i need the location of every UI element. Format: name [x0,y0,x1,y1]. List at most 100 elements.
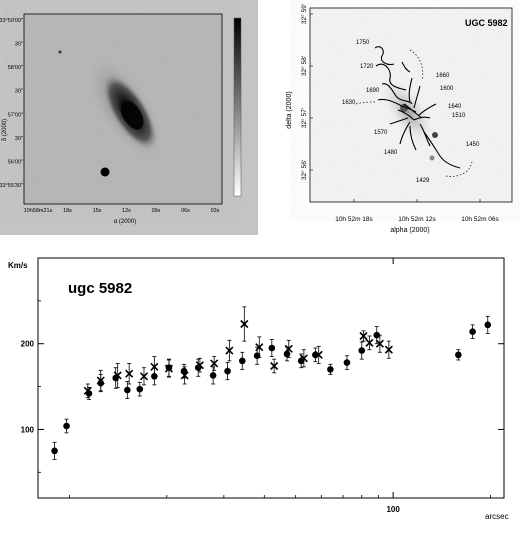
ra-tick-label: 10h 52m 18s [335,216,373,223]
data-point-circle [343,359,351,366]
ra-tick-labels: 10h58m21s 18s 15s 12s 09s 06s 03s [24,208,220,214]
ra-tick-label: 18s [63,208,72,214]
data-point-cross [299,354,308,363]
ra-tick-label: 10h 52m 12s [398,216,436,223]
velocity-field-panel: UGC 5982 1750 1720 1690 1660 1630 1600 1… [260,0,520,235]
contour-label-1660: 1660 [436,73,450,79]
contour-label-1630: 1630 [342,100,356,106]
emission-blob-2 [432,132,438,138]
alpha-axis-label: alpha (2000) [390,227,429,234]
rotation-curve-chart: Km/s arcsec ugc 5982 100 200 100 [8,257,509,521]
contour-inner-b [409,125,417,151]
data-point-cross [225,346,234,355]
contour-1480 [399,121,411,145]
dotted-contour-north [409,49,424,81]
contour-label-1510: 1510 [452,113,466,119]
x-axis-unit: arcsec [485,512,509,521]
galaxy-core [120,100,144,130]
dec-tick-label: 32° 57' [300,108,308,128]
data-point-circle [358,347,366,354]
dec-tick-label: 30" [15,42,23,48]
dotted-leader-1630 [355,101,377,105]
contour-labels: 1750 1720 1690 1660 1630 1600 1640 1510 … [342,40,480,184]
data-point-cross [210,359,219,368]
data-point-circle [124,386,131,394]
axis-ticks: 100 200 100 [21,258,504,514]
rotation-curve-panel: Km/s arcsec ugc 5982 100 200 100 [0,238,520,529]
chart-title: ugc 5982 [68,280,132,297]
data-point-cross [113,371,122,380]
data-point-circle [327,366,334,373]
contour-label-1429: 1429 [416,178,430,184]
dec-tick-label: 33°55'30" [0,183,23,189]
contour-1600 [413,85,421,109]
dec-tick-label: 32° 58' [300,56,308,76]
data-point-cross [270,361,279,371]
velocity-field-svg: UGC 5982 1750 1720 1690 1660 1630 1600 1… [286,4,513,234]
dec-axis-label: δ (2000) [2,119,8,141]
contour-1720 [375,63,407,91]
data-point-cross [255,343,264,352]
contour-label-1690: 1690 [366,88,380,94]
ra-tick-label: 12s [122,208,131,214]
hi-emission [379,76,437,148]
contour-label-1600: 1600 [440,86,454,92]
contour-1640 [417,103,437,117]
contour-label-1450: 1450 [466,142,480,148]
data-point-circle [484,321,492,329]
data-point-circle [238,357,246,365]
x-tick-label: 100 [386,505,400,514]
contour-label-1570: 1570 [374,130,388,136]
data-point-circle [455,351,462,359]
data-point-circle [209,372,217,379]
grayscale-wedge [233,17,242,197]
dec-tick-labels: 32° 59' 32° 58' 32° 57' 32° 56' [300,4,313,180]
data-point-cross [83,386,92,395]
data-point-cross [314,350,323,359]
data-point-cross [384,345,393,354]
isovelocity-contours [374,46,461,169]
data-point-circle [373,331,381,339]
y-tick-label: 200 [21,340,35,349]
y-axis-unit: Km/s [8,261,28,270]
foreground-star [100,167,110,177]
data-point-cross [164,364,173,373]
dec-tick-labels: 33°59'00" 30" 58'00" 30" 57'00" 30" 56'00" 33°5… [0,18,23,189]
data-point-cross [139,372,149,381]
map-title: UGC 5982 [465,18,508,28]
ra-axis-label: α (2000) [114,219,136,225]
dec-tick-label: 30" [15,136,23,142]
dec-tick-label: 30" [15,89,23,95]
ra-tick-label: 09s [152,208,161,214]
contour-inner-a [419,123,431,147]
contour-label-1750: 1750 [356,40,370,46]
dec-tick-label: 57'00" [8,112,23,118]
data-point-circle [268,344,276,352]
ra-tick-label: 03s [211,208,220,214]
ra-tick-label: 10h58m21s [24,208,53,214]
dec-tick-label: 32° 59' [300,4,308,24]
emission-blob-3 [429,155,435,161]
data-point-circle [51,447,58,455]
contour-1570 [389,117,409,125]
data-point-cross [125,369,134,378]
contour-label-1640: 1640 [448,104,462,110]
data-point-cross [284,344,293,353]
contour-label-1480: 1480 [384,150,398,156]
data-point-circle [224,367,231,375]
contour-inner-d [397,109,415,121]
data-point-cross [180,371,189,380]
faint-star [58,50,62,54]
galaxy-optical-image-svg: 33°59'00" 30" 58'00" 30" 57'00" 30" 56'00" 33°5… [0,13,242,225]
contour-inner-e [401,61,411,73]
galaxy-optical-image-panel: 33°59'00" 30" 58'00" 30" 57'00" 30" 56'00" 33°5… [0,0,258,235]
data-point-cross [240,319,249,329]
dotted-contour-south [445,161,473,177]
contour-1450 [423,131,461,169]
delta-axis-label: delta (2000) [286,91,293,128]
dec-tick-label: 56'00" [8,159,23,165]
data-point-cross [375,339,384,348]
contour-1690 [381,83,413,105]
dotted-contours [355,49,473,177]
plot-frame [37,257,505,499]
